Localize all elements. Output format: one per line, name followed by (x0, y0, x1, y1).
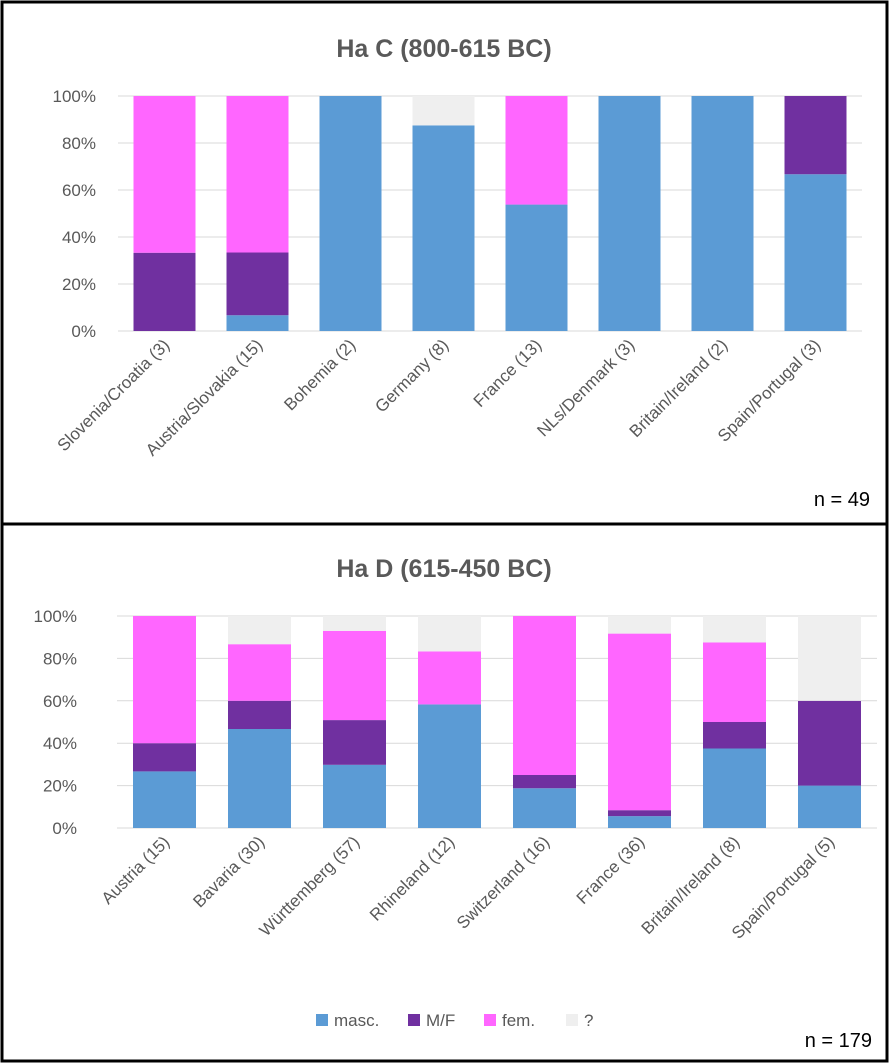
legend-label-masc: masc. (334, 1011, 379, 1030)
y-tick-label: 40% (43, 734, 77, 753)
legend-label-mf: M/F (426, 1011, 455, 1030)
chart-ha-c: Ha C (800-615 BC) 0%20%40%60%80%100% Slo… (53, 35, 870, 511)
y-tick-label: 0% (52, 819, 77, 838)
chart-title: Ha D (615-450 BC) (336, 555, 551, 583)
x-tick-label: Bavaria (30) (189, 832, 268, 911)
y-tick-label: 60% (43, 692, 77, 711)
y-tick-label: 100% (53, 87, 96, 106)
x-tick-label: Britain/Ireland (8) (638, 832, 744, 938)
bar-segment-unknown (228, 616, 291, 645)
bar-segment-masc (691, 96, 754, 331)
x-tick-label: France (36) (573, 832, 649, 908)
x-tick-label: Bohemia (2) (280, 335, 359, 414)
y-tick-label: 100% (34, 607, 77, 626)
bar-segment-fem (228, 644, 291, 701)
legend-swatch-unknown (566, 1014, 578, 1026)
chart-ha-d: Ha D (615-450 BC) 0% 20% 40% 60% 80% 100% Aus… (34, 555, 877, 1052)
x-tick-label: Rhineland (12) (366, 832, 458, 924)
bar-segment-fem (505, 96, 568, 205)
bar-segment-mf (513, 775, 576, 789)
bar-segment-masc (608, 816, 671, 828)
legend-swatch-fem (484, 1014, 496, 1026)
x-tick-label: Austria (15) (98, 832, 174, 908)
bar-segment-mf (798, 700, 861, 786)
bar-segment-masc (798, 785, 861, 828)
bar-segment-fem (133, 96, 196, 253)
bar-segment-mf (323, 720, 386, 765)
bar-segment-fem (226, 96, 289, 253)
legend-swatch-mf (408, 1014, 420, 1026)
y-tick-label: 40% (62, 228, 96, 247)
bar-segment-masc (418, 704, 481, 828)
bar-segment-fem (608, 633, 671, 811)
bar-segment-masc (133, 771, 196, 828)
bar-segment-fem (703, 642, 766, 722)
bar-segment-fem (513, 616, 576, 775)
bar-segment-unknown (412, 96, 475, 126)
bar-segment-masc (412, 125, 475, 331)
bar-segment-fem (323, 630, 386, 721)
y-tick-label: 20% (62, 275, 96, 294)
y-tick-label: 0% (71, 322, 96, 341)
bar-segment-mf (226, 252, 289, 316)
bar-segment-masc (228, 728, 291, 828)
bar-segment-unknown (703, 616, 766, 643)
n-label: n = 179 (805, 1030, 872, 1052)
x-tick-label: Britain/Ireland (2) (626, 335, 732, 441)
bar-segment-masc (319, 96, 382, 331)
x-tick-label: Spain/Portugal (3) (714, 335, 824, 445)
x-tick-label: Württemberg (57) (256, 832, 364, 940)
bar-segment-mf (703, 722, 766, 749)
bar-segment-fem (418, 651, 481, 705)
x-tick-label: NLs/Denmark (3) (533, 335, 638, 440)
bar-segment-mf (608, 810, 671, 817)
bar-segment-unknown (418, 616, 481, 652)
x-tick-label: Switzerland (16) (453, 832, 553, 932)
legend-label-unknown: ? (584, 1011, 593, 1030)
chart-title: Ha C (800-615 BC) (336, 35, 551, 63)
bar-segment-mf (133, 252, 196, 331)
bar-segment-unknown (798, 616, 861, 701)
bar-segment-masc (323, 764, 386, 828)
bar-segment-mf (784, 96, 847, 175)
x-tick-label: Germany (8) (371, 335, 452, 416)
y-tick-label: 80% (43, 649, 77, 668)
bar-segment-masc (598, 96, 661, 331)
bar-segment-masc (703, 748, 766, 828)
y-tick-label: 60% (62, 181, 96, 200)
x-tick-label: France (13) (470, 335, 546, 411)
panel-border-bottom (0, 522, 889, 1063)
bar-segment-mf (133, 743, 196, 772)
y-tick-label: 80% (62, 134, 96, 153)
bar-segment-masc (226, 315, 289, 331)
bar-segment-mf (228, 700, 291, 729)
bar-segment-unknown (323, 616, 386, 631)
bar-segment-masc (513, 788, 576, 828)
bar-segment-masc (505, 204, 568, 331)
bar-segment-unknown (608, 616, 671, 634)
bar-segment-masc (784, 174, 847, 331)
legend-label-fem: fem. (502, 1011, 535, 1030)
legend: masc. M/F fem.? (316, 1011, 593, 1030)
x-tick-label: Spain/Portugal (5) (728, 832, 838, 942)
legend-swatch-masc (316, 1014, 328, 1026)
bar-segment-fem (133, 616, 196, 744)
y-tick-label: 20% (43, 777, 77, 796)
n-label: n = 49 (814, 489, 870, 511)
